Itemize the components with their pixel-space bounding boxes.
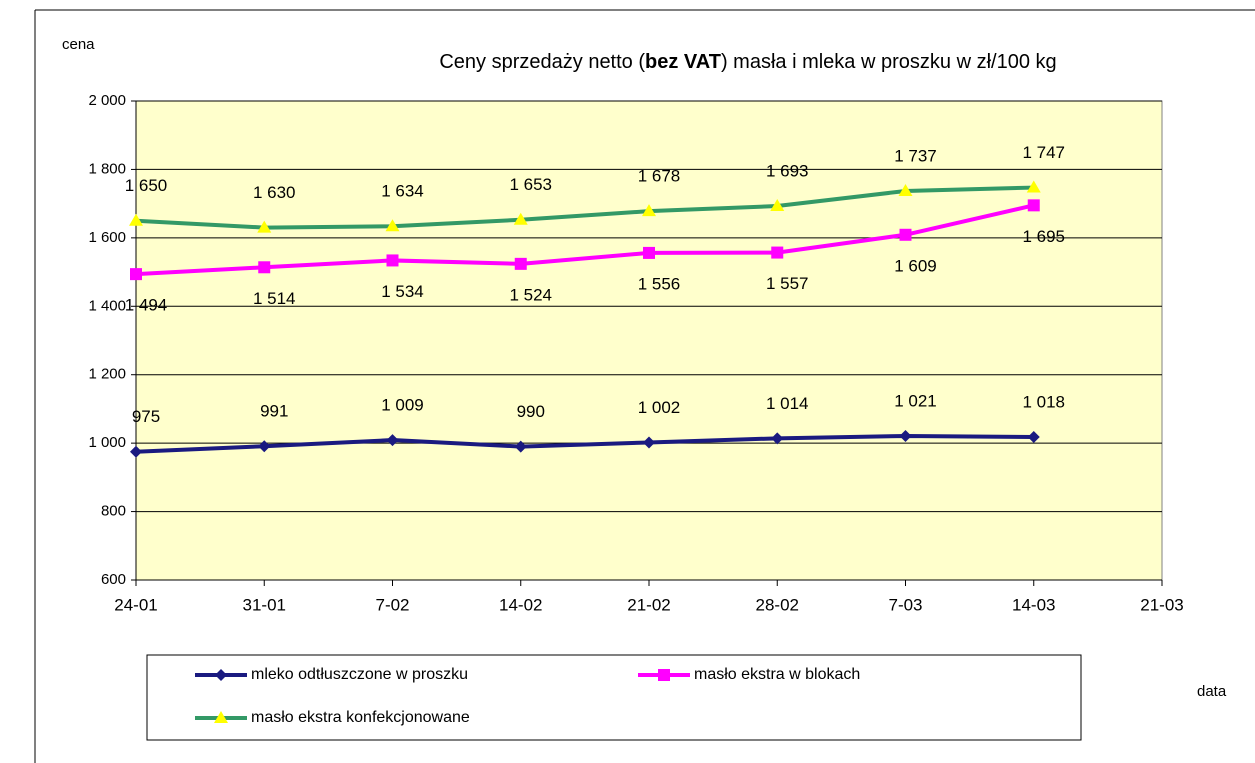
x-tick-label: 14-03 — [1012, 595, 1055, 614]
data-label: 1 514 — [253, 289, 296, 308]
x-tick-label: 24-01 — [114, 595, 157, 614]
x-tick-label: 31-01 — [243, 595, 286, 614]
y-tick-label: 1 400 — [88, 297, 126, 314]
data-point — [386, 434, 399, 447]
data-point — [130, 445, 142, 458]
data-label: 1 556 — [638, 274, 681, 293]
data-label: 1 678 — [638, 167, 681, 186]
data-point — [258, 440, 271, 453]
data-label: 975 — [132, 407, 160, 426]
data-point — [1027, 430, 1040, 443]
data-point — [514, 440, 527, 453]
y-tick-label: 800 — [101, 503, 126, 520]
data-label: 1 002 — [638, 398, 681, 417]
data-point — [514, 257, 527, 270]
y-tick-label: 1 600 — [88, 229, 126, 246]
data-label: 1 534 — [381, 282, 424, 301]
legend-marker — [658, 669, 670, 681]
data-label: 1 524 — [509, 285, 552, 304]
y-tick-label: 1 000 — [88, 434, 126, 451]
series-line — [135, 185, 1034, 230]
data-label: 1 009 — [381, 396, 424, 415]
data-point — [643, 246, 655, 259]
x-tick-label: 14-02 — [499, 595, 542, 614]
x-tick-label: 7-02 — [375, 595, 409, 614]
data-label: 1 014 — [766, 394, 809, 413]
title-part: Ceny sprzedaży netto ( — [439, 51, 645, 73]
data-label: 1 018 — [1022, 392, 1065, 411]
y-axis-label: cena — [62, 36, 95, 53]
data-point — [386, 254, 399, 267]
data-label: 990 — [517, 402, 545, 421]
data-label: 1 557 — [766, 274, 809, 293]
legend-marker — [215, 669, 227, 681]
legend-label: masło ekstra konfekcjonowane — [251, 709, 470, 726]
data-label: 1 609 — [894, 256, 937, 275]
data-label: 1 695 — [1022, 227, 1065, 246]
data-point — [770, 199, 785, 212]
data-point — [642, 204, 656, 217]
x-axis-label: data — [1197, 683, 1227, 700]
x-tick-label: 7-03 — [888, 595, 922, 614]
legend-box — [146, 654, 1082, 741]
y-tick-label: 1 800 — [88, 160, 126, 177]
data-label: 991 — [260, 402, 288, 421]
legend-label: masło ekstra w blokach — [694, 666, 860, 683]
data-point — [899, 228, 912, 241]
series-line — [135, 203, 1035, 277]
chart-title: Ceny sprzedaży netto (bez VAT) masła i m… — [439, 51, 1056, 73]
x-tick-label: 21-03 — [1140, 595, 1183, 614]
data-point — [771, 246, 784, 259]
data-point — [771, 432, 784, 445]
data-label: 1 494 — [125, 296, 168, 315]
legend-marker — [214, 711, 228, 723]
data-point — [643, 436, 655, 449]
data-point — [129, 213, 143, 226]
series-line — [135, 433, 1034, 454]
data-label: 1 630 — [253, 183, 296, 202]
title-part: bez VAT — [645, 51, 721, 73]
data-label: 1 634 — [381, 182, 424, 201]
data-label: 1 021 — [894, 391, 937, 410]
data-point — [1026, 180, 1041, 193]
data-label: 1 650 — [125, 176, 168, 195]
y-tick-label: 600 — [101, 571, 126, 588]
data-point — [1027, 199, 1040, 212]
data-point — [898, 183, 913, 196]
data-point — [130, 268, 142, 281]
data-point — [258, 261, 271, 274]
y-tick-label: 1 200 — [88, 366, 126, 383]
y-tick-label: 2 000 — [88, 92, 126, 109]
plot-area — [135, 100, 1163, 581]
data-point — [899, 429, 912, 442]
data-label: 1 737 — [894, 146, 937, 165]
data-label: 1 693 — [766, 162, 809, 181]
data-label: 1 653 — [509, 175, 552, 194]
data-label: 1 747 — [1022, 143, 1065, 162]
legend-label: mleko odtłuszczone w proszku — [251, 666, 468, 683]
title-part: ) masła i mleka w proszku w zł/100 kg — [721, 51, 1057, 73]
x-tick-label: 28-02 — [756, 595, 799, 614]
data-point — [385, 219, 400, 232]
x-tick-label: 21-02 — [627, 595, 670, 614]
data-point — [513, 212, 528, 225]
data-point — [257, 220, 272, 233]
